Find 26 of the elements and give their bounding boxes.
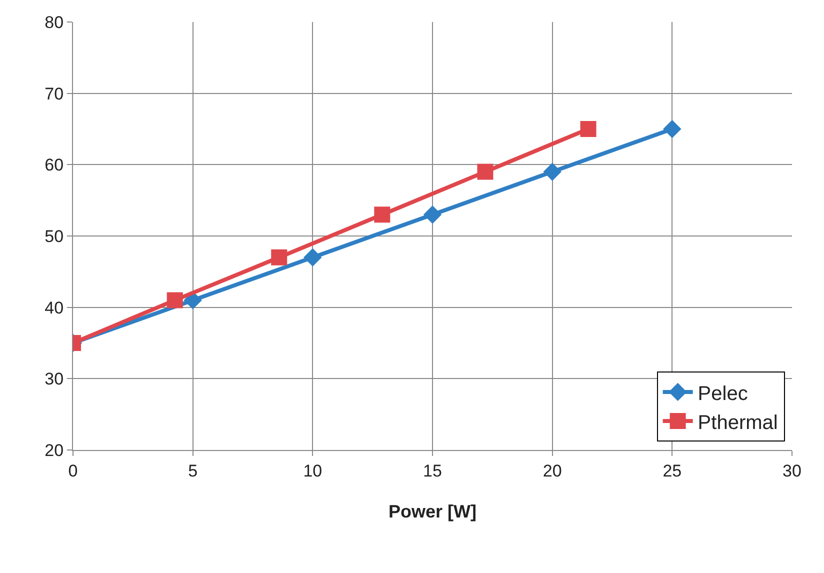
y-tick-label: 70: [44, 84, 64, 104]
point: [663, 120, 682, 138]
y-tick-label: 50: [44, 226, 64, 246]
point: [374, 206, 390, 223]
x-tick-label: 25: [662, 461, 682, 480]
x-tick-label: 0: [68, 461, 78, 480]
x-axis-title: Power [W]: [388, 502, 476, 522]
y-tick-label: 80: [44, 12, 64, 32]
point: [477, 164, 494, 180]
point: [543, 162, 562, 181]
y-tick-label: 30: [44, 370, 64, 389]
point: [423, 206, 442, 224]
point: [271, 249, 288, 266]
y-tick-label: 60: [44, 156, 64, 175]
x-tick-label: 10: [303, 461, 322, 480]
x-tick-label: 20: [542, 461, 562, 480]
y-tick-label: 40: [44, 298, 64, 318]
x-tick-label: 5: [188, 461, 198, 480]
x-tick-label: 30: [782, 461, 802, 480]
legend-label: Pelec: [698, 382, 748, 405]
point: [166, 292, 183, 308]
x-tick-label: 15: [423, 461, 442, 480]
legend-label: Pthermal: [698, 412, 778, 434]
point: [580, 121, 596, 137]
point: [304, 248, 322, 266]
y-tick-label: 20: [44, 440, 64, 460]
